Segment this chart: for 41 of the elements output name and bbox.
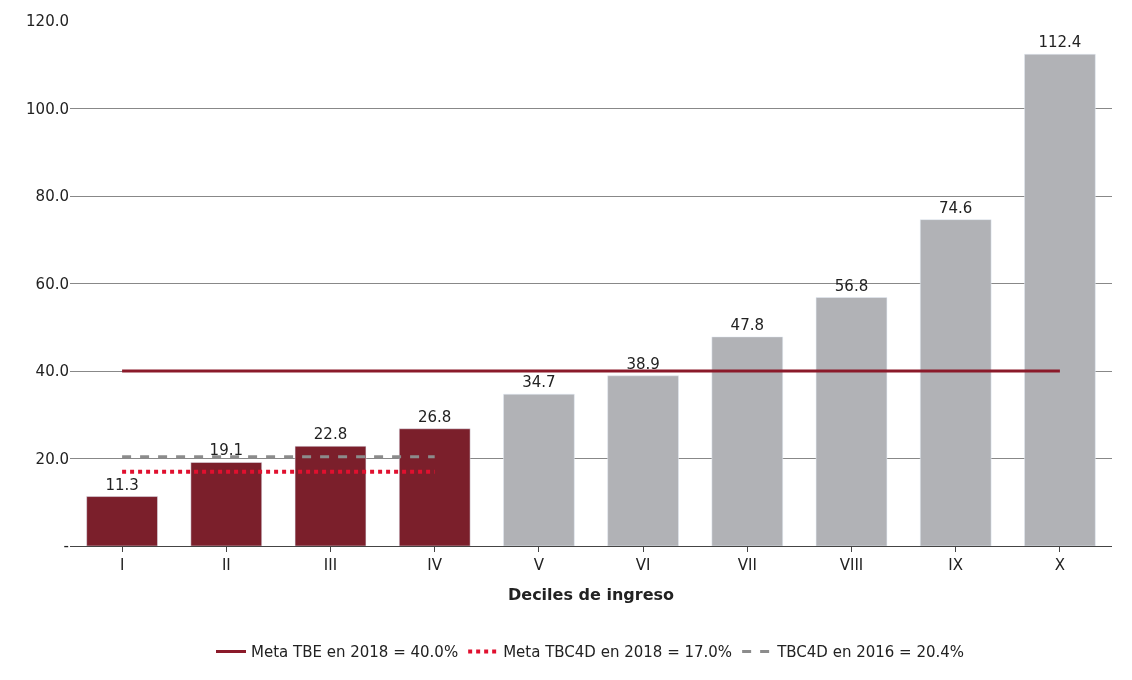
y-tick-label: 100.0 xyxy=(26,99,69,118)
legend-label: Meta TBC4D en 2018 = 17.0% xyxy=(503,643,733,662)
x-tick-label: X xyxy=(1054,556,1066,574)
bar xyxy=(190,462,262,546)
y-tick-label: 80.0 xyxy=(35,187,69,206)
y-tick-label: 40.0 xyxy=(35,362,69,381)
bar xyxy=(1024,54,1096,546)
x-tick-label: I xyxy=(119,556,125,574)
data-label: 22.8 xyxy=(313,425,348,444)
y-tick-label: 60.0 xyxy=(35,274,69,293)
x-tick-label: VIII xyxy=(839,556,864,574)
data-label: 38.9 xyxy=(626,354,660,373)
data-label: 19.1 xyxy=(209,441,243,460)
x-tick-label: IV xyxy=(427,556,443,574)
data-label: 47.8 xyxy=(730,315,764,334)
x-tick-label: V xyxy=(533,556,545,574)
data-label: 11.3 xyxy=(105,475,139,494)
legend-label: Meta TBE en 2018 = 40.0% xyxy=(251,643,459,662)
data-label: 26.8 xyxy=(418,407,452,426)
bar xyxy=(86,496,158,546)
x-tick-label: III xyxy=(323,556,338,574)
bar xyxy=(294,446,367,546)
bar xyxy=(607,375,679,546)
bar xyxy=(399,428,471,546)
bar xyxy=(503,393,575,546)
bar xyxy=(815,297,888,546)
x-tick-label: II xyxy=(221,556,231,574)
y-tick-label: 20.0 xyxy=(35,449,69,468)
x-tick-label: IX xyxy=(948,556,964,574)
data-label: 34.7 xyxy=(522,373,556,392)
legend-label: TBC4D en 2016 = 20.4% xyxy=(776,643,965,662)
bar xyxy=(920,219,992,546)
data-label: 112.4 xyxy=(1038,33,1082,52)
bar xyxy=(711,336,783,546)
y-tick-label: - xyxy=(63,537,69,556)
y-tick-label: 120.0 xyxy=(26,12,69,31)
x-tick-label: VII xyxy=(737,556,757,574)
data-label: 56.8 xyxy=(834,276,869,295)
x-tick-label: VI xyxy=(635,556,651,574)
data-label: 74.6 xyxy=(939,198,973,217)
x-axis-title: Deciles de ingreso xyxy=(508,584,674,604)
